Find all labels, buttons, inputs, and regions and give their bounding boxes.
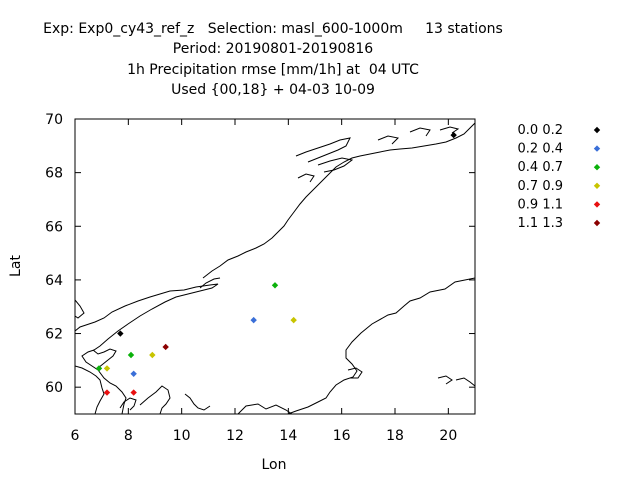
legend-marker <box>593 145 601 152</box>
station-point <box>162 343 169 351</box>
plot-title-variable: 1h Precipitation rmse [mm/1h] at 04 UTC <box>127 62 419 78</box>
legend-marker <box>593 201 601 208</box>
plot-frame <box>74 118 476 415</box>
x-tick-label: 6 <box>71 428 80 444</box>
y-tick-label: 66 <box>45 219 63 235</box>
y-axis-label: Lat <box>8 255 24 277</box>
legend-marker <box>593 126 601 134</box>
legend-label: 0.9 1.1 <box>518 197 563 212</box>
x-tick-label: 20 <box>439 428 457 444</box>
x-axis-label: Lon <box>262 457 287 473</box>
plot-title-period: Period: 20190801-20190816 <box>172 41 374 57</box>
data-points <box>95 131 457 396</box>
x-tick-label: 12 <box>226 428 244 444</box>
plot-title-experiment: Exp: Exp0_cy43_ref_z Selection: masl_600… <box>43 21 503 37</box>
legend-marker <box>593 164 601 171</box>
station-point <box>250 316 257 324</box>
station-point <box>149 351 156 359</box>
y-tick-label: 64 <box>45 273 63 289</box>
station-point <box>127 351 135 359</box>
y-tick-label: 62 <box>45 327 63 343</box>
x-tick-label: 16 <box>333 428 351 444</box>
y-tick-label: 68 <box>45 166 63 182</box>
station-point <box>271 282 279 289</box>
station-point <box>95 365 103 372</box>
station-point <box>290 316 297 324</box>
coastline <box>75 122 475 414</box>
legend-label: 1.1 1.3 <box>518 216 563 231</box>
y-tick-label: 70 <box>45 112 63 128</box>
station-point <box>450 131 457 139</box>
legend-marker <box>593 219 601 227</box>
x-tick-label: 18 <box>386 428 404 444</box>
station-point <box>130 370 137 377</box>
legend-label: 0.2 0.4 <box>518 142 563 157</box>
legend-marker <box>593 182 601 189</box>
x-tick-label: 8 <box>124 428 133 444</box>
x-tick-label: 14 <box>279 428 297 444</box>
station-point <box>130 389 137 396</box>
legend-label: 0.7 0.9 <box>518 179 563 194</box>
x-tick-label: 10 <box>173 428 191 444</box>
station-point <box>117 330 124 337</box>
legend-label: 0.4 0.7 <box>518 160 563 175</box>
y-tick-label: 60 <box>45 380 63 396</box>
plot-title-used: Used {00,18} + 04-03 10-09 <box>171 82 375 98</box>
legend-label: 0.0 0.2 <box>518 123 563 138</box>
station-point <box>103 389 111 396</box>
legend: 0.0 0.2 0.2 0.4 0.4 0.7 0.7 0.9 0.9 1.1 1.1 1… <box>518 123 601 231</box>
station-point <box>103 365 111 372</box>
